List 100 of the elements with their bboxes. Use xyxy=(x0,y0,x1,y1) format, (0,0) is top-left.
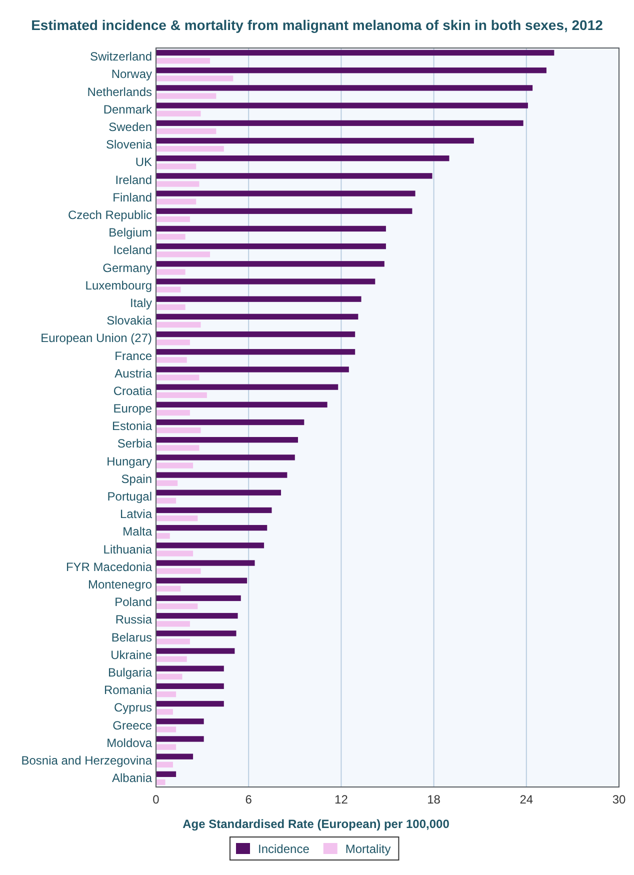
bar xyxy=(156,128,216,134)
bar xyxy=(156,691,176,698)
bar xyxy=(156,374,200,380)
y-tick-label: Moldova xyxy=(106,736,152,750)
y-tick-label: Bulgaria xyxy=(108,665,152,680)
bar xyxy=(156,261,384,267)
x-tick-label: 6 xyxy=(245,792,252,807)
bar xyxy=(156,252,210,258)
chart-title: Estimated incidence & mortality from malignant melanoma of skin in both sexes, 2012 xyxy=(31,17,604,33)
bar xyxy=(156,437,298,443)
y-tick-label: Italy xyxy=(130,296,152,310)
y-tick-label: Latvia xyxy=(120,507,152,522)
bar xyxy=(156,392,207,398)
bar xyxy=(156,120,524,126)
y-tick-label: Russia xyxy=(115,612,152,627)
y-tick-label: Cyprus xyxy=(114,700,152,715)
y-tick-label: Norway xyxy=(111,67,152,82)
y-tick-label: European Union (27) xyxy=(40,331,152,346)
y-tick-label: Montenegro xyxy=(88,577,152,592)
bar xyxy=(156,595,241,602)
bar xyxy=(156,578,248,584)
bar xyxy=(156,709,173,715)
bar xyxy=(156,754,194,760)
bar xyxy=(156,744,176,750)
y-tick-label: FYR Macedonia xyxy=(66,560,152,574)
y-tick-label: Sweden xyxy=(108,120,152,134)
bar xyxy=(156,357,187,363)
y-tick-label: Finland xyxy=(112,190,152,204)
bar xyxy=(156,340,190,346)
bar xyxy=(156,533,170,539)
bar xyxy=(156,50,554,56)
bar xyxy=(156,181,200,187)
bar xyxy=(156,384,338,390)
bar xyxy=(156,198,196,204)
bar xyxy=(156,138,474,144)
bar xyxy=(156,771,176,777)
y-tick-label: France xyxy=(114,348,152,363)
bar xyxy=(156,173,432,179)
y-tick-label: Lithuania xyxy=(103,542,152,556)
bar xyxy=(156,700,224,707)
bar xyxy=(156,542,264,548)
bar xyxy=(156,648,235,654)
bar xyxy=(156,190,416,196)
bar xyxy=(156,428,201,434)
bar xyxy=(156,718,204,724)
bar xyxy=(156,630,236,636)
bar xyxy=(156,226,386,232)
y-tick-label: Ukraine xyxy=(110,648,152,662)
x-tick-label: 18 xyxy=(427,792,441,807)
bar xyxy=(156,58,210,64)
x-axis-title: Age Standardised Rate (European) per 100,000 xyxy=(182,817,450,831)
bar xyxy=(156,93,216,99)
bar xyxy=(156,666,224,672)
x-tick-label: 30 xyxy=(612,792,626,807)
x-tick-label: 12 xyxy=(334,792,348,807)
y-tick-label: Belgium xyxy=(108,226,152,240)
y-tick-label: Bosnia and Herzegovina xyxy=(21,753,152,768)
bar xyxy=(156,366,349,372)
bar xyxy=(156,85,533,91)
y-tick-label: Portugal xyxy=(107,490,152,504)
bar xyxy=(156,586,181,592)
bar xyxy=(156,683,224,690)
y-tick-label: Poland xyxy=(114,595,152,610)
bar xyxy=(156,454,295,460)
y-tick-label: Switzerland xyxy=(90,50,152,64)
legend-label: Mortality xyxy=(345,842,391,856)
bar xyxy=(156,524,268,531)
y-tick-label: Croatia xyxy=(113,384,152,398)
y-tick-label: Iceland xyxy=(113,243,152,258)
bar xyxy=(156,656,187,662)
bar xyxy=(156,568,201,574)
y-tick-label: Romania xyxy=(104,683,152,698)
bar xyxy=(156,490,282,496)
bar xyxy=(156,216,190,222)
bar xyxy=(156,208,412,214)
y-tick-label: Germany xyxy=(102,260,152,275)
bar xyxy=(156,674,182,680)
bar xyxy=(156,102,528,108)
y-tick-label: UK xyxy=(135,155,152,170)
bar xyxy=(156,146,224,152)
bar xyxy=(156,76,234,82)
bar xyxy=(156,234,186,240)
y-tick-label: Spain xyxy=(121,472,152,486)
y-tick-label: Denmark xyxy=(103,102,153,116)
bar xyxy=(156,296,362,302)
bar xyxy=(156,726,176,732)
bar xyxy=(156,243,386,250)
bar xyxy=(156,314,358,320)
bar xyxy=(156,560,255,566)
y-tick-label: Slovenia xyxy=(106,138,152,152)
y-tick-label: Hungary xyxy=(106,454,152,468)
y-tick-label: Slovakia xyxy=(106,314,152,328)
y-tick-label: Serbia xyxy=(117,436,152,451)
bar xyxy=(156,269,186,275)
y-tick-label: Ireland xyxy=(115,172,152,187)
bar xyxy=(156,779,166,786)
bar xyxy=(156,445,200,451)
x-tick-label: 24 xyxy=(520,792,534,807)
bar xyxy=(156,736,204,742)
bar xyxy=(156,462,194,468)
